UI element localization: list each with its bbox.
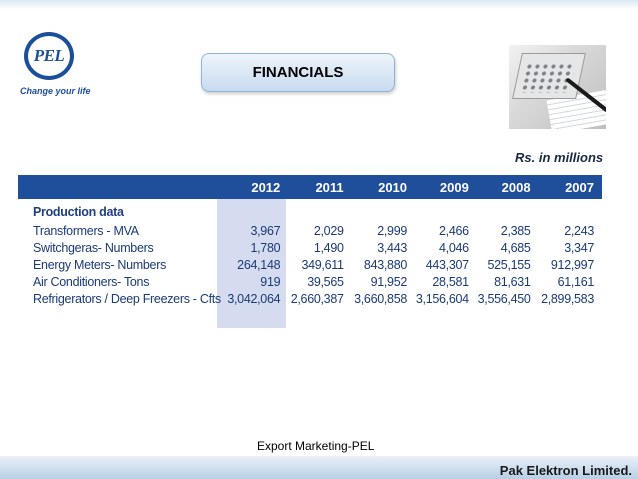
table-cell: 3,660,858 [354,291,408,306]
table-cell: 1,780 [250,240,281,255]
table-cell: 3,443 [377,240,408,255]
row-label: Energy Meters- Numbers [33,257,167,272]
table-cell: 2,385 [500,223,531,238]
table-cell: 3,042,064 [227,291,281,306]
table-cell: 2,899,583 [541,291,594,306]
table-cell: 28,581 [432,274,469,289]
row-label: Air Conditioners- Tons [33,274,150,289]
table-cell: 39,565 [307,274,344,289]
table-row: Refrigerators / Deep Freezers - Cfts 3,0… [18,290,602,307]
table-cell: 912,997 [550,257,594,272]
table-cell: 3,556,450 [477,291,531,306]
table-row: Transformers - MVA 3,967 2,029 2,999 2,4… [18,222,602,239]
table-cell: 1,490 [313,240,344,255]
calculator-image [509,45,606,129]
pel-logo: PEL Change your life [20,32,91,104]
logo-text: PEL [33,46,65,65]
top-band [0,0,638,10]
year-header: 2010 [378,179,408,195]
table-cell: 349,611 [301,257,344,272]
table-cell: 843,880 [363,257,408,272]
table-cell: 525,155 [487,257,531,272]
table-cell: 61,161 [557,274,595,289]
units-label: Rs. in millions [515,150,604,165]
production-table: 2012 2011 2010 2009 2008 2007 Production… [18,172,602,328]
page-title: FINANCIALS [201,53,395,92]
year-header: 2008 [501,179,531,195]
table-cell: 2,999 [377,223,408,238]
table-cell: 2,029 [313,223,344,238]
company-name: Pak Elektron Limited. [499,463,632,478]
table-cell: 443,307 [425,257,469,272]
footer-note: Export Marketing-PEL [257,439,375,453]
table-cell: 264,148 [237,257,281,272]
table-cell: 2,466 [439,223,469,238]
table-cell: 81,631 [494,274,531,289]
table-cell: 3,347 [564,240,594,255]
logo-tagline: Change your life [20,86,91,96]
column-highlight-2012 [217,199,286,328]
row-label: Transformers - MVA [33,223,139,238]
table-cell: 4,046 [439,240,469,255]
table-cell: 2,243 [564,223,594,238]
section-label: Production data [33,205,124,219]
logo-oval: PEL [24,32,74,80]
table-row: Air Conditioners- Tons 919 39,565 91,952… [18,273,602,290]
year-header: 2012 [251,179,281,195]
row-label: Switchgeras- Numbers [33,240,154,255]
year-header: 2007 [565,179,594,195]
year-header: 2011 [315,179,344,195]
bottom-band [0,456,638,479]
section-row: Production data [18,202,602,222]
table-cell: 4,685 [500,240,531,255]
table-cell: 3,156,604 [415,291,469,306]
header-blank [18,172,221,202]
table-header-band [18,175,602,199]
table-cell: 2,660,387 [290,291,344,306]
row-label: Refrigerators / Deep Freezers - Cfts [33,291,221,306]
header-row: 2012 2011 2010 2009 2008 2007 [18,172,602,202]
table-cell: 91,952 [370,274,408,289]
table-cell: 919 [260,274,281,289]
table-row: Switchgeras- Numbers 1,780 1,490 3,443 4… [18,239,602,256]
table-cell: 3,967 [250,223,281,238]
production-data-table: 2012 2011 2010 2009 2008 2007 Production… [18,172,602,307]
table-row: Energy Meters- Numbers 264,148 349,611 8… [18,256,602,273]
year-header: 2009 [439,179,469,195]
